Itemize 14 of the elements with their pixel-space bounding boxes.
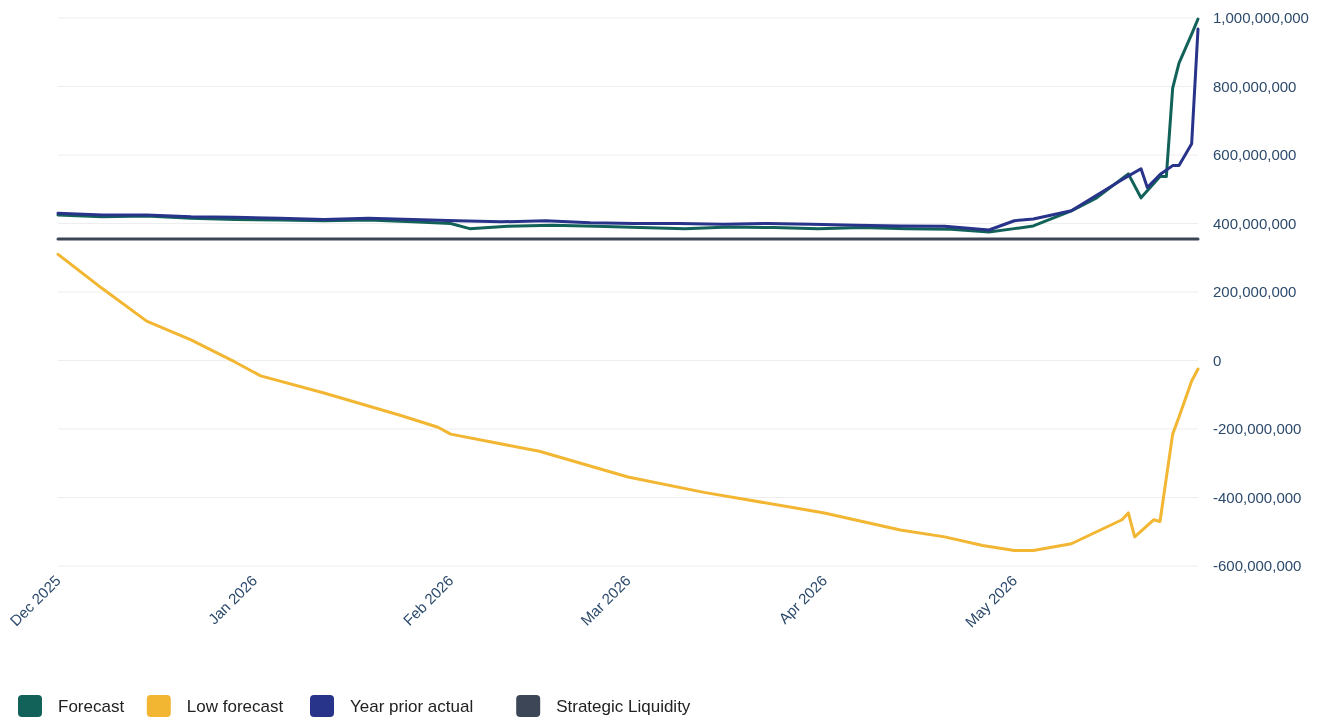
legend-label: Year prior actual (350, 696, 474, 716)
y-tick-label: 800,000,000 (1213, 77, 1297, 95)
line-series (56, 252, 1200, 553)
y-tick-label: 400,000,000 (1213, 214, 1297, 232)
y-tick-label: 1,000,000,000 (1213, 9, 1309, 27)
legend-label: Low forecast (186, 696, 284, 716)
y-tick-label: -200,000,000 (1213, 420, 1302, 438)
y-tick-label: 0 (1213, 351, 1222, 369)
y-tick-label: -600,000,000 (1213, 557, 1302, 575)
legend-label: Forecast (58, 696, 125, 716)
y-tick-label: 600,000,000 (1213, 146, 1297, 164)
legend-label: Strategic Liquidity (556, 696, 691, 716)
y-tick-label: 200,000,000 (1213, 283, 1297, 301)
y-tick-label: -400,000,000 (1213, 488, 1302, 506)
